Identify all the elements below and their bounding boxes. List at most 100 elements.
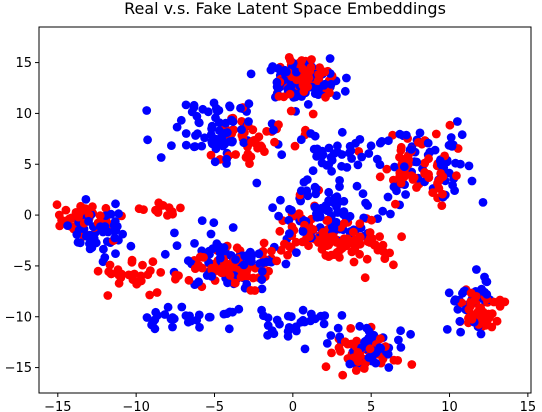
blue-point [390,162,399,172]
blue-point [257,275,267,285]
red-point [325,237,334,247]
blue-point [63,221,72,231]
red-point [375,172,385,182]
blue-point [181,129,191,138]
blue-point [263,313,273,323]
blue-point [214,106,224,115]
blue-point [478,198,488,207]
x-tick-label: −15 [44,400,71,412]
blue-point [143,135,153,145]
blue-point [222,154,232,164]
blue-point [257,284,267,294]
blue-point [317,158,327,168]
x-tick-label: −10 [122,400,149,412]
red-point [404,155,413,165]
red-point [487,322,497,332]
red-point [285,89,295,99]
red-point [148,257,158,267]
blue-point [423,138,433,148]
blue-point [394,335,403,345]
red-point [291,237,301,247]
blue-point [284,323,294,332]
red-point [93,266,103,276]
blue-point [447,142,457,151]
red-point [286,56,295,65]
red-point [355,249,364,259]
red-point [365,238,375,247]
red-point [347,247,357,257]
blue-point [191,131,200,140]
red-point [379,247,388,257]
blue-point [170,228,179,238]
blue-point [210,157,220,167]
blue-point [223,278,232,288]
blue-point [207,137,217,147]
red-point [127,255,137,265]
blue-point [189,100,199,110]
blue-point [326,79,336,89]
blue-point [328,196,338,206]
blue-point [326,152,336,162]
blue-point [228,307,238,317]
blue-point [204,312,214,322]
y-tick-label: −15 [5,361,32,376]
blue-point [302,175,312,185]
blue-point [177,302,187,312]
red-point [298,64,308,74]
red-point [438,172,448,182]
red-point [218,268,228,277]
red-point [143,270,153,280]
blue-point [151,307,161,317]
blue-point [244,99,254,109]
blue-point [181,311,191,321]
blue-point [406,329,415,339]
blue-point [118,229,127,239]
blue-point [455,316,465,326]
red-point [305,226,314,236]
blue-point [303,100,313,109]
blue-point [456,159,465,169]
red-point [236,272,246,282]
blue-point [285,229,294,238]
red-point [84,210,94,220]
red-point [346,324,356,333]
blue-point [444,288,454,298]
blue-point [310,314,320,324]
blue-point [476,329,486,339]
red-point [52,200,62,210]
x-axis: −15 −10 −5 0 5 10 15 [44,393,536,412]
blue-point [257,267,267,276]
red-point [74,212,83,222]
red-point [452,171,461,181]
y-axis: −15 −10 −5 0 5 10 15 [5,56,39,376]
blue-point [172,122,182,132]
red-point [303,82,313,92]
blue-point [367,352,377,362]
red-point [315,70,325,79]
blue-point [276,195,285,205]
blue-point [342,163,352,172]
blue-point [358,189,368,199]
blue-point [284,215,294,225]
blue-point [160,310,170,319]
blue-point [357,152,367,162]
blue-point [322,339,332,348]
blue-point [81,231,91,241]
blue-point [311,184,321,194]
blue-point [263,321,273,330]
blue-point [126,241,136,251]
red-point [420,167,429,177]
blue-point [215,126,224,136]
blue-point [298,227,308,236]
blue-point [329,223,339,233]
blue-point [332,91,341,100]
red-point [339,219,349,228]
blue-point [72,230,82,239]
blue-point [110,233,120,243]
blue-point [308,166,318,176]
red-point [300,71,309,81]
blue-point [406,145,416,154]
blue-point [114,209,123,219]
blue-point [377,137,387,146]
red-point [489,297,499,307]
